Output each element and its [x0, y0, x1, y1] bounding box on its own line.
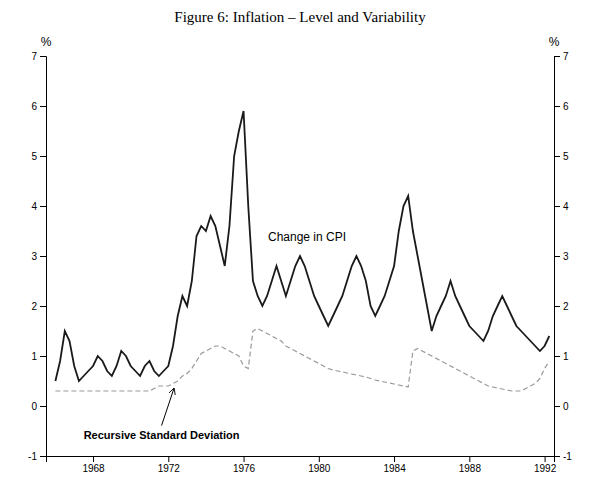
- y-axis-tick-label: 0: [31, 401, 37, 412]
- x-axis-tick-label: 1980: [308, 463, 331, 474]
- y2-axis-tick-label: 7: [563, 51, 569, 62]
- y-axis-tick-mark: [40, 206, 46, 207]
- y2-axis-tick: 7: [554, 51, 569, 62]
- y-axis-tick-mark: [40, 256, 46, 257]
- x-axis-tick: 1992: [534, 456, 557, 474]
- x-axis-tick-mark: [244, 456, 245, 462]
- y2-axis-tick-label: 4: [563, 201, 569, 212]
- x-axis-tick-label: 1972: [158, 463, 181, 474]
- y-axis-tick: -1: [28, 451, 46, 462]
- y-axis-tick: 2: [31, 301, 46, 312]
- y-axis-label: %: [41, 35, 52, 49]
- y2-axis-tick: 3: [554, 251, 569, 262]
- y-axis-tick-label: 1: [31, 351, 37, 362]
- y-axis-tick: 4: [31, 201, 46, 212]
- x-axis-tick-label: 1984: [383, 463, 406, 474]
- plot-area: [55, 111, 549, 391]
- y2-axis: -1 0 1 2 3 4 5 6 7: [554, 51, 572, 462]
- y2-axis-tick: 4: [554, 201, 569, 212]
- x-axis-tick: 1988: [459, 456, 482, 474]
- series-line: [55, 111, 549, 381]
- y-axis-tick-label: 3: [31, 251, 37, 262]
- y2-axis-tick-mark: [554, 156, 560, 157]
- y2-axis-tick-label: 1: [563, 351, 569, 362]
- y-axis-tick: 0: [31, 401, 46, 412]
- y2-axis-line: [555, 57, 561, 457]
- y-axis-tick-label: -1: [28, 451, 37, 462]
- y2-axis-tick-label: 0: [563, 401, 569, 412]
- y2-axis-tick-mark: [554, 56, 560, 57]
- y2-axis-label: %: [549, 35, 560, 49]
- y-axis-tick-mark: [40, 456, 46, 457]
- x-axis-tick-label: 1992: [534, 463, 557, 474]
- y-axis-tick-label: 6: [31, 101, 37, 112]
- y2-axis-tick: 1: [554, 351, 569, 362]
- annotation: Recursive Standard Deviation: [84, 429, 240, 441]
- y2-axis-tick-mark: [554, 456, 560, 457]
- y-axis-tick: 7: [31, 51, 46, 62]
- x-axis-tick-mark: [93, 456, 94, 462]
- y2-axis-tick: 5: [554, 151, 569, 162]
- y-axis-tick: 1: [31, 351, 46, 362]
- x-axis-tick: 1972: [158, 456, 181, 474]
- x-axis-tick-label: 1976: [233, 463, 256, 474]
- x-axis-tick-label: 1988: [459, 463, 482, 474]
- y2-axis-tick-label: -1: [563, 451, 572, 462]
- y2-axis-tick-mark: [554, 356, 560, 357]
- y2-axis-tick-mark: [554, 106, 560, 107]
- y-axis-tick-mark: [40, 406, 46, 407]
- y-axis-tick-mark: [40, 56, 46, 57]
- y-axis-tick-label: 5: [31, 151, 37, 162]
- x-axis-tick-mark: [469, 456, 470, 462]
- y-axis-line: [40, 57, 47, 457]
- y-axis-tick-label: 2: [31, 301, 37, 312]
- y2-axis-tick: 2: [554, 301, 569, 312]
- y2-axis-tick-mark: [554, 406, 560, 407]
- y-axis-tick-mark: [40, 306, 46, 307]
- x-axis-tick-label: 1968: [82, 463, 105, 474]
- y-axis-tick-mark: [40, 156, 46, 157]
- y-axis-tick-label: 4: [31, 201, 37, 212]
- series-line: [55, 329, 549, 392]
- y-axis: -1 0 1 2 3 4 5 6 7: [28, 51, 46, 462]
- x-axis-tick: 1976: [233, 456, 256, 474]
- chart: 1968197219761980198419881992-101234567-1…: [0, 0, 600, 488]
- y2-axis-tick-label: 3: [563, 251, 569, 262]
- annotation-arrow: [162, 389, 174, 426]
- y2-axis-tick: -1: [554, 451, 572, 462]
- x-axis-tick-mark: [168, 456, 169, 462]
- y2-axis-tick-mark: [554, 306, 560, 307]
- title: Figure 6: Inflation – Level and Variabil…: [174, 9, 426, 25]
- y-axis-tick: 3: [31, 251, 46, 262]
- x-axis-tick: 1984: [383, 456, 406, 474]
- annotations: Change in CPI Recursive Standard Deviatio…: [84, 230, 346, 441]
- y-axis-tick-mark: [40, 106, 46, 107]
- y2-axis-tick-label: 2: [563, 301, 569, 312]
- x-axis-tick-mark: [394, 456, 395, 462]
- x-axis-line: [47, 457, 555, 463]
- y-axis-tick: 6: [31, 101, 46, 112]
- x-axis-tick: 1980: [308, 456, 331, 474]
- y-axis-tick-mark: [40, 356, 46, 357]
- x-axis-tick-mark: [545, 456, 546, 462]
- y2-axis-tick: 0: [554, 401, 569, 412]
- y2-axis-tick: 6: [554, 101, 569, 112]
- y-axis-tick: 5: [31, 151, 46, 162]
- y2-axis-tick-label: 5: [563, 151, 569, 162]
- y2-axis-tick-mark: [554, 256, 560, 257]
- y2-axis-tick-mark: [554, 206, 560, 207]
- annotation: Change in CPI: [268, 230, 346, 244]
- x-axis-tick: 1968: [82, 456, 105, 474]
- x-axis: 1968 1972 1976 1980 1984 1988 1992: [47, 456, 557, 474]
- x-axis-tick-mark: [319, 456, 320, 462]
- y2-axis-tick-label: 6: [563, 101, 569, 112]
- y-axis-tick-label: 7: [31, 51, 37, 62]
